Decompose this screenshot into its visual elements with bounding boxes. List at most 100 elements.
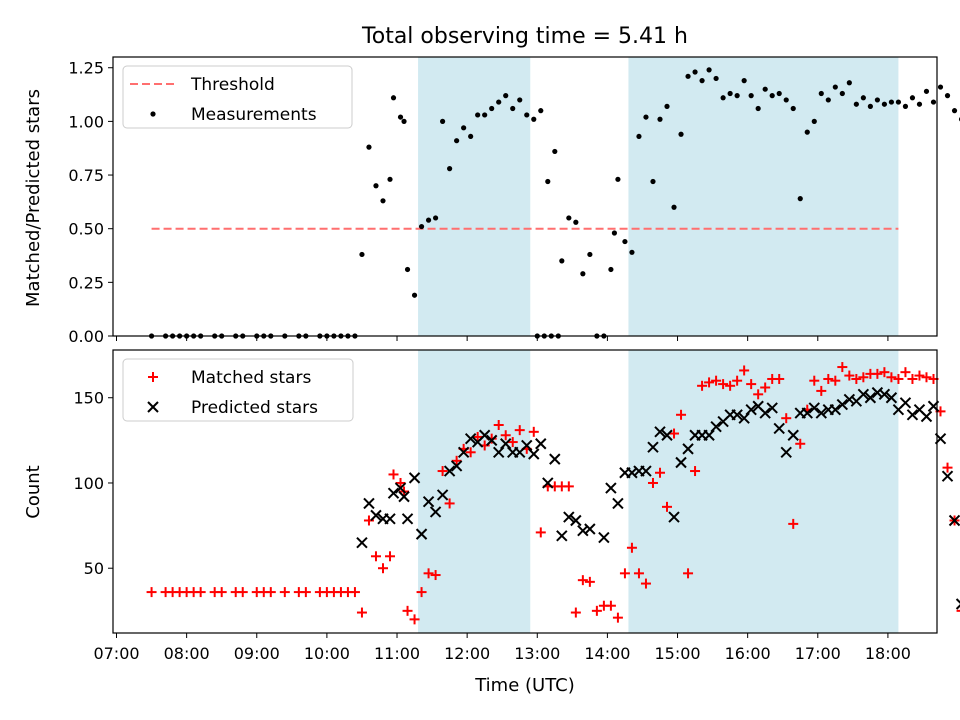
matched-star-point — [535, 527, 546, 538]
predicted-star-point — [408, 472, 421, 484]
predicted-star-point — [556, 530, 568, 542]
predicted-star-mark-b — [535, 438, 547, 450]
predicted-star-mark-b — [478, 429, 491, 441]
matched-star-point — [591, 605, 602, 616]
predicted-star-point — [920, 410, 933, 423]
predicted-star-point — [394, 482, 407, 494]
predicted-star-mark-b — [436, 489, 449, 501]
measurement-point — [425, 217, 432, 223]
predicted-star-mark-b — [773, 422, 785, 435]
legend-label: Threshold — [190, 75, 275, 95]
predicted-star-mark-b — [941, 470, 954, 482]
predicted-star-mark-b — [682, 443, 694, 455]
predicted-star-point — [492, 446, 505, 458]
matched-star-point — [356, 607, 367, 618]
predicted-star-mark-b — [745, 403, 757, 416]
predicted-star-mark-b — [584, 523, 596, 535]
y-tick-label: 150 — [73, 389, 104, 408]
top-panel: 0.00 0.25 0.50 0.75 1.00 1.25 Threshold Measure… — [68, 56, 960, 346]
measurement-point — [622, 238, 628, 245]
measurement-point — [580, 271, 586, 277]
measurement-point — [853, 101, 859, 107]
predicted-star-mark-b — [759, 407, 771, 419]
predicted-star-point — [640, 465, 652, 477]
measurement-point — [678, 131, 684, 137]
predicted-star-mark-b — [605, 482, 617, 494]
measurement-point — [776, 90, 782, 97]
x-tick-label: 13:00 — [514, 644, 560, 663]
predicted-star-mark-b — [661, 429, 673, 441]
measurement-point — [545, 178, 551, 185]
predicted-star-point — [549, 453, 561, 465]
predicted-star-mark-b — [401, 513, 414, 525]
measurement-point — [440, 118, 446, 124]
measurement-point — [930, 99, 937, 105]
predicted-star-point — [878, 388, 891, 401]
predicted-star-mark-b — [500, 438, 512, 450]
predicted-star-mark-a — [955, 598, 960, 604]
predicted-star-point — [948, 514, 960, 527]
predicted-star-point — [899, 397, 912, 409]
predicted-star-point — [535, 438, 547, 450]
shaded-interval — [418, 57, 531, 336]
predicted-star-mark-b — [387, 487, 400, 499]
predicted-star-mark-b — [752, 400, 764, 412]
legend-label: Matched stars — [191, 368, 311, 388]
predicted-star-point — [605, 482, 617, 494]
x-tick-label: 16:00 — [725, 644, 771, 663]
measurement-point — [874, 97, 880, 103]
predicted-star-point — [401, 513, 414, 525]
matched-star-point — [893, 373, 904, 384]
matched-star-point — [500, 430, 511, 441]
measurement-point — [404, 266, 411, 273]
matched-star-point — [423, 568, 434, 579]
matched-star-point — [654, 467, 665, 478]
predicted-star-point — [478, 429, 491, 441]
matched-star-point — [683, 568, 694, 579]
x-tick-label: 12:00 — [444, 644, 490, 663]
predicted-star-mark-b — [948, 514, 960, 527]
predicted-star-point — [422, 496, 435, 508]
predicted-star-mark-b — [801, 407, 813, 419]
predicted-star-point — [563, 511, 575, 523]
predicted-star-mark-b — [521, 439, 533, 452]
plot-frame — [112, 349, 938, 634]
measurement-point — [608, 266, 614, 273]
measurement-point — [720, 95, 726, 101]
measurement-point — [503, 93, 509, 99]
measurement-point — [387, 176, 393, 182]
predicted-star-point — [801, 407, 813, 419]
matched-star-point — [349, 587, 360, 598]
predicted-star-mark-b — [443, 465, 456, 477]
matched-star-point — [851, 373, 862, 384]
matched-star-point — [795, 438, 806, 449]
predicted-star-mark-b — [668, 511, 680, 523]
predicted-star-mark-b — [549, 453, 561, 465]
predicted-star-mark-b — [356, 536, 368, 549]
predicted-star-mark-b — [485, 434, 498, 447]
matched-star-point — [816, 385, 827, 396]
matched-star-point — [626, 542, 637, 553]
predicted-star-point — [577, 525, 589, 537]
measurement-point — [475, 112, 481, 118]
predicted-star-point — [864, 392, 877, 404]
predicted-star-point — [780, 446, 792, 458]
bottom-panel: 50 100 150 07:00 08:00 09:00 10:00 11:00 12:00 13… — [73, 349, 960, 663]
y-tick-label: 0.00 — [68, 327, 104, 346]
matched-star-point — [385, 551, 396, 562]
predicted-star-point — [668, 511, 680, 523]
matched-star-point — [465, 447, 476, 458]
matched-star-point — [725, 380, 736, 391]
matched-star-point — [739, 365, 750, 376]
measurement-point — [727, 90, 733, 97]
predicted-star-point — [759, 407, 771, 419]
matched-star-point — [956, 609, 960, 612]
chart-title: Total observing time = 5.41 h — [361, 24, 688, 49]
measurement-point — [692, 69, 698, 75]
measurement-point — [748, 93, 754, 99]
matched-star-point — [942, 462, 953, 473]
predicted-star-mark-b — [878, 388, 891, 401]
legend: Threshold Measurements — [122, 65, 353, 129]
predicted-star-mark-b — [640, 465, 652, 477]
measurement-point — [454, 138, 460, 144]
